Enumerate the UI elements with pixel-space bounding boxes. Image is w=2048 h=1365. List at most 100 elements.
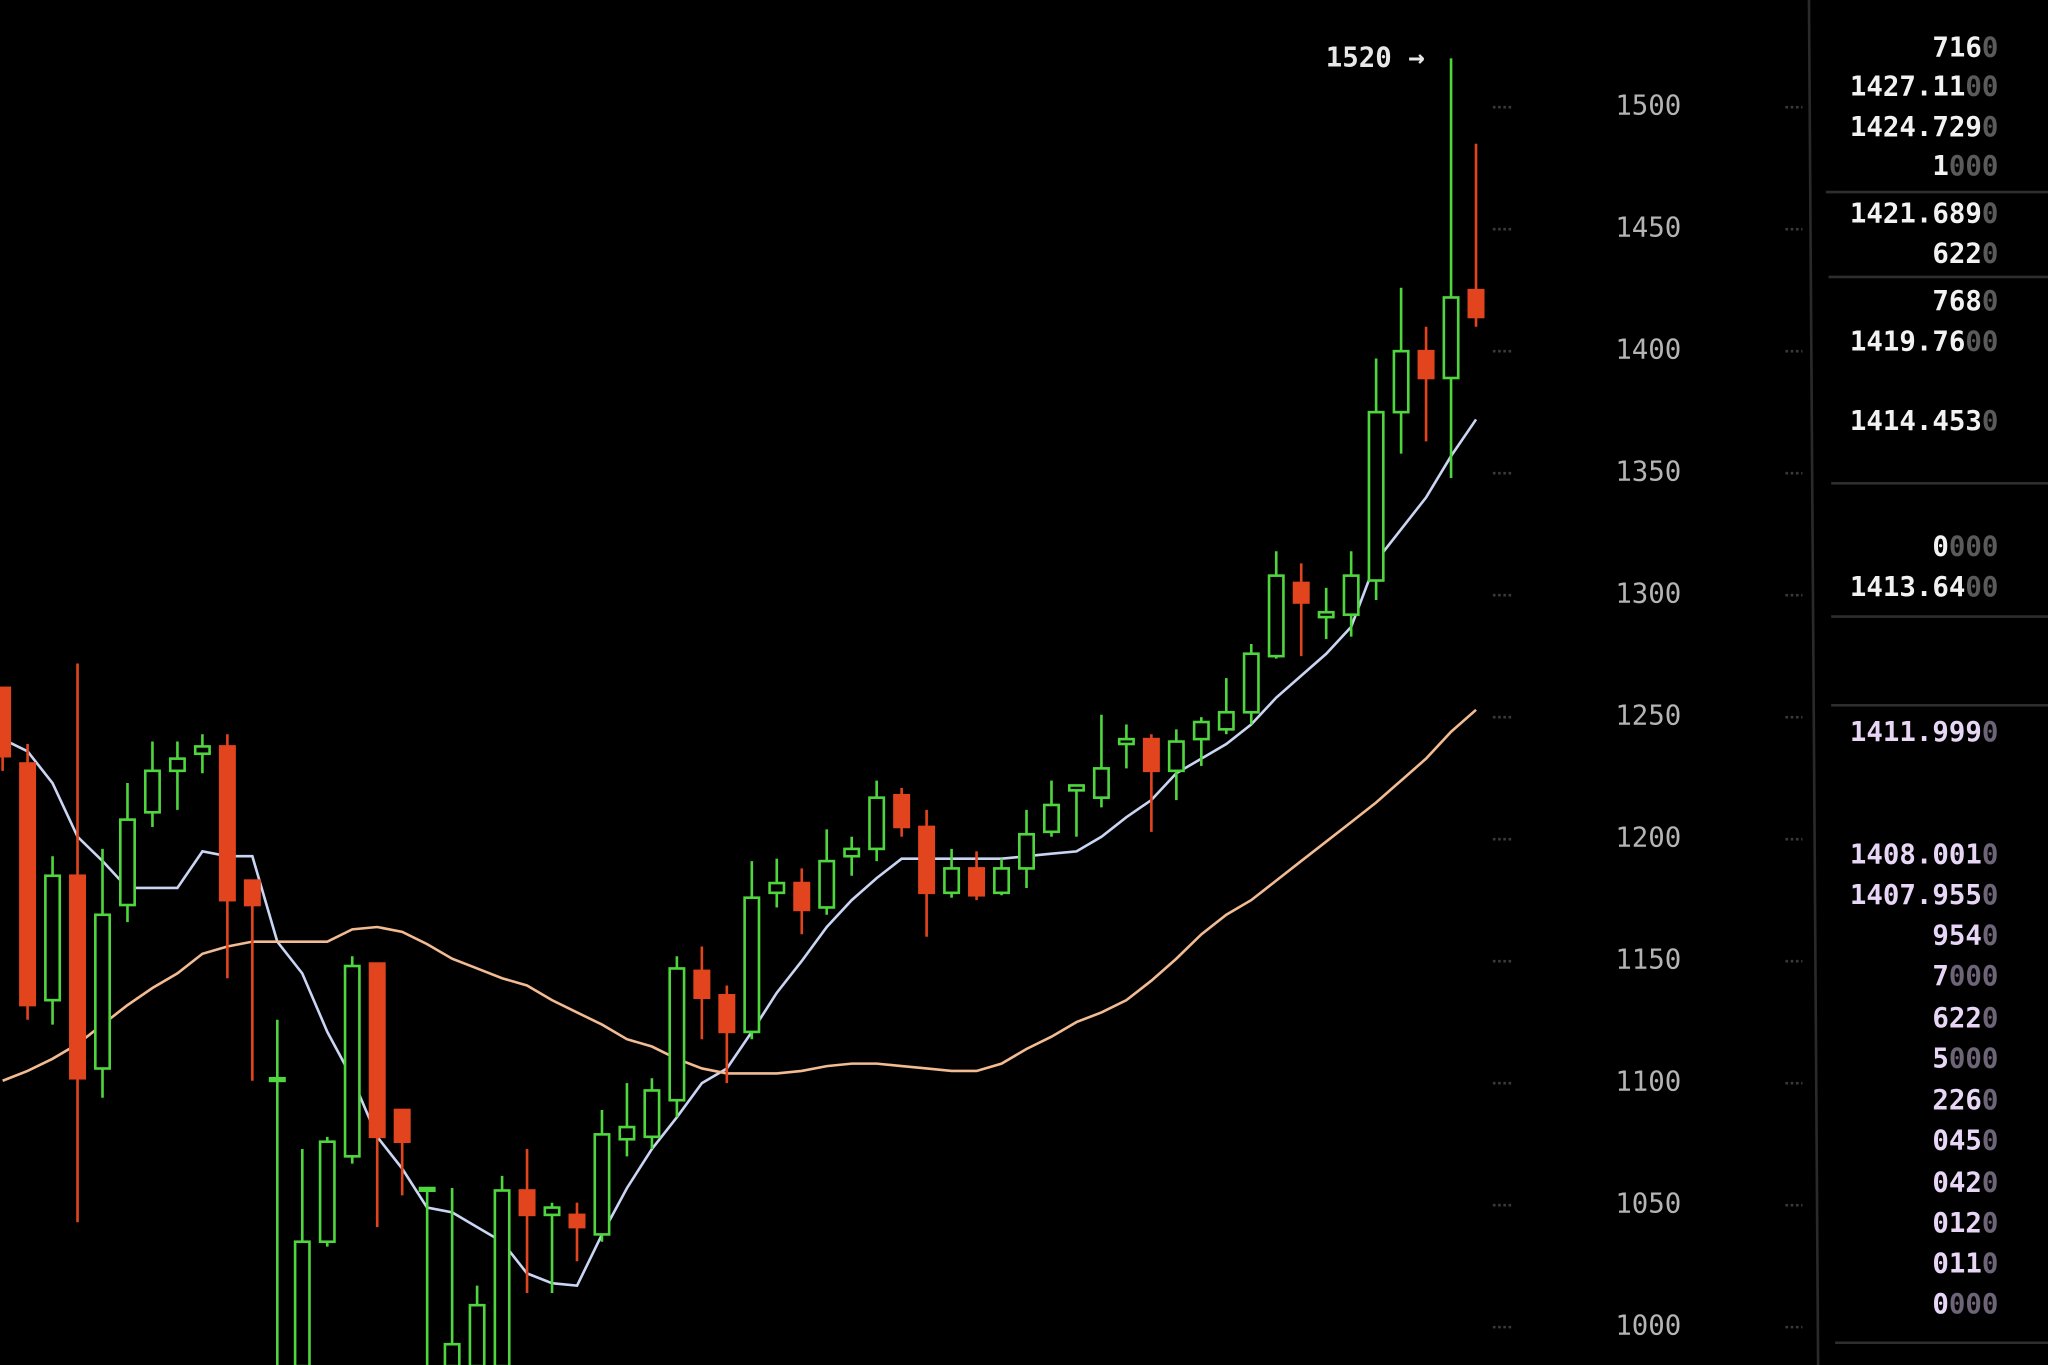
candle-body — [118, 818, 136, 907]
order-book-faded: 0 — [1982, 198, 1999, 229]
candle — [1117, 724, 1135, 769]
candle-body — [1467, 288, 1485, 319]
order-book-faded: 000 — [1949, 1288, 1999, 1319]
candle — [1317, 587, 1335, 640]
candle-body — [493, 1189, 511, 1365]
candle — [593, 1109, 611, 1242]
candle-body — [293, 1240, 311, 1365]
candle — [1042, 780, 1060, 837]
candle-body — [568, 1213, 586, 1229]
order-book-value: 954 — [1932, 920, 1982, 951]
candle-body — [318, 1140, 336, 1244]
candle — [718, 985, 736, 1084]
candle — [443, 1188, 461, 1365]
candle — [1467, 143, 1485, 327]
order-book-faded: 000 — [1949, 151, 1999, 182]
order-book-row: 0110 — [1932, 1248, 1998, 1279]
order-book-row: 0000 — [1932, 1288, 1998, 1319]
candle-body — [0, 686, 12, 758]
candle-body — [168, 757, 186, 773]
moving-average — [2, 708, 1477, 1082]
candle-body — [44, 874, 62, 1002]
order-book-value: 1424.729 — [1850, 112, 1982, 143]
y-tick-label: 1250 — [1615, 701, 1681, 732]
candle — [368, 962, 386, 1228]
candle-body — [1292, 581, 1310, 604]
candle — [1442, 58, 1460, 479]
order-book-row: 1421.6890 — [1850, 198, 1998, 229]
candle — [268, 1019, 286, 1365]
order-book-row: 2260 — [1932, 1085, 1998, 1116]
candle-body — [1067, 784, 1085, 792]
order-book-faded: 00 — [1965, 326, 1998, 357]
order-book-value: 1414.453 — [1850, 405, 1982, 436]
order-book-value: 7 — [1932, 961, 1949, 992]
candle — [69, 663, 87, 1223]
order-book-faded: 0 — [1982, 1207, 1999, 1238]
y-tick-label: 1000 — [1615, 1311, 1681, 1342]
candle-body — [1367, 410, 1385, 582]
candle-body — [1217, 710, 1235, 731]
order-book-row: 1427.1100 — [1850, 71, 1998, 102]
order-book-faded: 0 — [1982, 839, 1999, 870]
y-tick-label: 1400 — [1615, 335, 1681, 366]
order-book-faded: 0 — [1982, 920, 1999, 951]
order-book-row: 1000 — [1932, 151, 1998, 182]
candle-body — [243, 879, 261, 907]
candle — [0, 686, 12, 771]
candle-body — [143, 769, 161, 814]
candle — [1092, 714, 1110, 808]
order-book-value: 1419.76 — [1850, 326, 1966, 357]
candle — [693, 946, 711, 1040]
candle — [243, 879, 261, 1081]
order-book-faded: 0 — [1982, 716, 1999, 747]
candle-body — [643, 1089, 661, 1139]
candle-body — [1117, 737, 1135, 746]
candle — [1142, 734, 1160, 832]
order-book-row: 6220 — [1932, 1002, 1998, 1033]
y-tick-label: 1050 — [1615, 1189, 1681, 1220]
candle-body — [69, 874, 87, 1080]
candle — [818, 829, 836, 915]
candle — [618, 1083, 636, 1157]
candle — [318, 1136, 336, 1247]
candle — [1018, 809, 1035, 888]
candle-body — [443, 1342, 461, 1365]
candle — [19, 743, 37, 1020]
candle-body — [1392, 349, 1410, 414]
candle-body — [1342, 574, 1360, 616]
candle — [993, 858, 1011, 896]
order-book-value: 5 — [1932, 1043, 1949, 1074]
candle — [793, 868, 811, 935]
candle-body — [768, 881, 786, 895]
candle-body — [693, 969, 711, 1000]
order-book-value: 012 — [1932, 1207, 1982, 1238]
candle — [418, 1186, 436, 1365]
candle-body — [94, 913, 111, 1070]
order-book-value: 0 — [1932, 1288, 1949, 1319]
candle-body — [1242, 652, 1260, 714]
order-book-faded: 000 — [1949, 531, 1999, 562]
order-book-faded: 0 — [1982, 1002, 1999, 1033]
candle — [193, 734, 211, 774]
candle — [343, 956, 361, 1164]
annotation: 1520 → — [1326, 42, 1425, 73]
candle-body — [468, 1303, 486, 1365]
candle — [1417, 326, 1435, 442]
candle — [1217, 678, 1235, 735]
order-book-value: 622 — [1932, 238, 1982, 269]
y-tick-label: 1150 — [1615, 945, 1681, 976]
candle — [168, 741, 186, 810]
candle-body — [1192, 720, 1210, 741]
order-book-row: 5000 — [1932, 1043, 1998, 1074]
order-book-faded: 000 — [1949, 1043, 1999, 1074]
candle-body — [343, 964, 361, 1158]
candle-body — [393, 1108, 411, 1144]
candle — [94, 848, 111, 1098]
order-book-faded: 00 — [1965, 571, 1998, 602]
candle-body — [893, 793, 911, 829]
order-book-row: 9540 — [1932, 920, 1998, 951]
order-book-value: 768 — [1932, 285, 1982, 316]
candle-body — [1267, 574, 1285, 658]
